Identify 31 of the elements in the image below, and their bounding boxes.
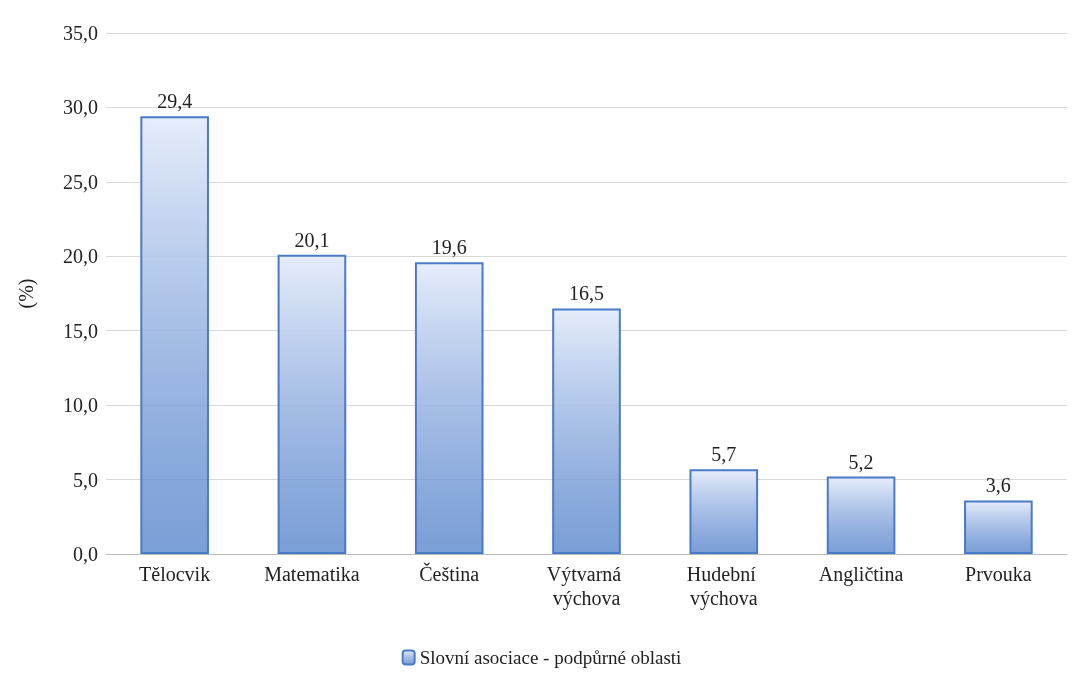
x-tick-label: Hudební výchova bbox=[686, 563, 761, 610]
bar bbox=[689, 469, 759, 554]
bar bbox=[140, 116, 209, 554]
data-label: 20,1 bbox=[294, 228, 330, 251]
y-tick-label: 35,0 bbox=[63, 22, 98, 44]
y-tick-label: 30,0 bbox=[63, 96, 98, 119]
bar bbox=[414, 262, 484, 554]
x-tick-label: Angličtina bbox=[818, 563, 904, 586]
data-label: 19,6 bbox=[431, 236, 467, 259]
data-label: 5,7 bbox=[711, 443, 737, 466]
y-tick-label: 10,0 bbox=[63, 394, 98, 417]
bar bbox=[826, 476, 896, 554]
x-tick-label: Prvouka bbox=[965, 563, 1032, 585]
y-tick-label: 15,0 bbox=[63, 319, 98, 342]
y-tick-label: 5,0 bbox=[73, 468, 98, 491]
y-axis-title: (%) bbox=[15, 278, 38, 309]
legend-label: Slovní asociace - podpůrné oblasti bbox=[419, 647, 682, 668]
y-tick-label: 25,0 bbox=[63, 170, 98, 193]
x-tick-label: Tělocvik bbox=[139, 563, 211, 585]
x-tick-label: Matematika bbox=[264, 563, 360, 585]
bar bbox=[277, 254, 347, 554]
data-label: 3,6 bbox=[985, 474, 1011, 497]
bar bbox=[552, 308, 621, 554]
x-tick-label: Čeština bbox=[419, 562, 480, 585]
y-tick-label: 0,0 bbox=[73, 543, 98, 565]
bar bbox=[964, 500, 1033, 554]
y-tick-label: 20,0 bbox=[63, 245, 98, 268]
x-tick-label: Výtvarná výchova bbox=[546, 563, 627, 610]
data-label: 5,2 bbox=[848, 450, 874, 473]
data-label: 29,4 bbox=[157, 90, 193, 113]
data-label: 16,5 bbox=[569, 282, 604, 305]
